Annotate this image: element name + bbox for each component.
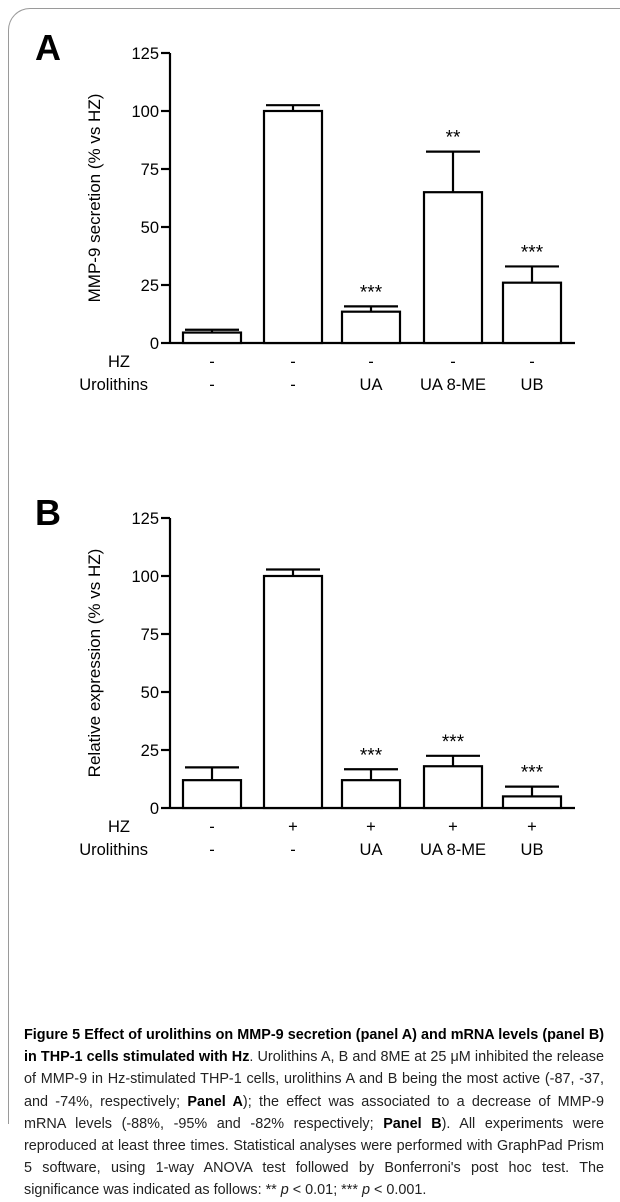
- y-tick-label: 50: [141, 219, 159, 237]
- bar: [422, 765, 484, 810]
- y-tick-label: 75: [141, 161, 159, 179]
- urolithin-condition: UA 8-ME: [420, 841, 486, 859]
- condition-label-urolithins: Urolithins: [79, 841, 148, 859]
- y-tick-label: 25: [141, 742, 159, 760]
- bar: [262, 574, 324, 810]
- panel-label: A: [35, 27, 61, 68]
- hz-condition: -: [209, 818, 215, 836]
- caption-figure-label: Figure 5: [24, 1027, 81, 1043]
- caption-panel-a: Panel A: [187, 1093, 243, 1110]
- condition-label-hz: HZ: [108, 818, 130, 836]
- hz-condition: -: [209, 353, 215, 371]
- bar: [501, 281, 563, 345]
- bar: [181, 331, 243, 345]
- hz-condition: +: [366, 818, 376, 836]
- caption-text-4: < 0.01; ***: [288, 1182, 362, 1199]
- bar: [340, 310, 402, 345]
- condition-label-urolithins: Urolithins: [79, 376, 148, 394]
- caption-text-1: . Urolithins A, B and 8ME at 25 μM inhib…: [24, 1049, 604, 1110]
- hz-condition: -: [450, 353, 456, 371]
- hz-condition: -: [290, 353, 296, 371]
- hz-condition: +: [448, 818, 458, 836]
- urolithin-condition: -: [290, 376, 296, 394]
- y-tick-label: 100: [131, 103, 159, 121]
- hz-condition: +: [527, 818, 537, 836]
- bar: [181, 779, 243, 810]
- caption-p-symbol-2: p: [362, 1182, 371, 1199]
- y-tick-label: 125: [131, 45, 159, 63]
- panel-label: B: [35, 492, 61, 533]
- y-tick-label: 25: [141, 277, 159, 295]
- urolithin-condition: UA 8-ME: [420, 376, 486, 394]
- urolithin-condition: UA: [360, 376, 383, 394]
- y-tick-label: 0: [150, 800, 159, 818]
- figure-frame: [8, 8, 620, 1124]
- caption-title: Effect of urolithins on MMP-9 secretion …: [24, 1027, 605, 1066]
- chart-panel-b: B 0 25 50 75 100 125 Relative expression (% vs …: [35, 492, 575, 859]
- y-tick-label: 50: [141, 684, 159, 702]
- significance-label: **: [446, 128, 461, 149]
- y-tick-label: 75: [141, 626, 159, 644]
- condition-label-hz: HZ: [108, 353, 130, 371]
- y-axis-label: Relative expression (% vs HZ): [85, 549, 104, 778]
- y-tick-label: 0: [150, 335, 159, 353]
- significance-label: ***: [521, 763, 544, 784]
- hz-condition: -: [368, 353, 374, 371]
- bar: [501, 795, 563, 810]
- caption-p-symbol-1: p: [280, 1182, 289, 1199]
- bar: [422, 191, 484, 345]
- significance-label: ***: [521, 242, 544, 263]
- hz-condition: +: [288, 818, 298, 836]
- significance-label: ***: [442, 732, 465, 753]
- urolithin-condition: UB: [521, 841, 544, 859]
- significance-label: ***: [360, 745, 383, 766]
- urolithin-condition: -: [209, 841, 215, 859]
- y-tick-label: 100: [131, 568, 159, 586]
- urolithin-condition: UB: [521, 376, 544, 394]
- chart-panel-a: A 0 25 50 75 100 125 MMP-9 secretion (% vs HZ) *…: [35, 27, 575, 394]
- urolithin-condition: -: [290, 841, 296, 859]
- y-axis-label: MMP-9 secretion (% vs HZ): [85, 94, 104, 303]
- urolithin-condition: -: [209, 376, 215, 394]
- y-tick-label: 125: [131, 510, 159, 528]
- bar: [262, 109, 324, 345]
- urolithin-condition: UA: [360, 841, 383, 859]
- caption-text-5: < 0.001.: [370, 1182, 427, 1199]
- bar: [340, 779, 402, 810]
- figure-caption: Figure 5 Effect of urolithins on MMP-9 s…: [24, 1024, 604, 1202]
- significance-label: ***: [360, 282, 383, 303]
- hz-condition: -: [529, 353, 535, 371]
